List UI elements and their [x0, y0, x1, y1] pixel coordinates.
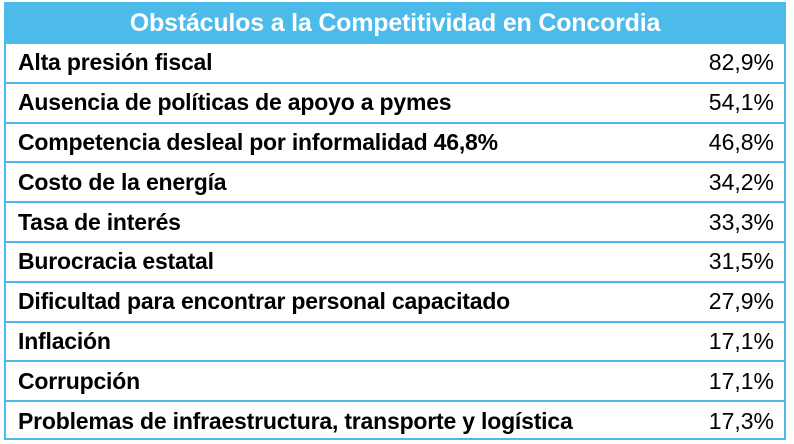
row-label: Problemas de infraestructura, transporte… — [18, 407, 573, 434]
row-value: 33,3% — [708, 208, 774, 235]
table-body: Alta presión fiscal 82,9% Ausencia de polí… — [6, 42, 784, 440]
obstacles-table: Obstáculos a la Competitividad en Concor… — [4, 2, 786, 440]
table-row: Competencia desleal por informalidad 46,… — [6, 121, 784, 162]
row-value: 82,9% — [708, 49, 774, 76]
row-value: 46,8% — [708, 128, 774, 155]
table-row: Dificultad para encontrar personal capac… — [6, 280, 784, 321]
row-label: Dificultad para encontrar personal capac… — [18, 288, 511, 315]
row-value: 17,1% — [708, 327, 774, 354]
table-row: Tasa de interés 33,3% — [6, 201, 784, 241]
row-value: 31,5% — [708, 248, 774, 275]
table-row: Alta presión fiscal 82,9% — [6, 42, 784, 82]
row-value: 34,2% — [708, 168, 774, 195]
row-label: Alta presión fiscal — [18, 49, 213, 76]
row-label: Inflación — [18, 327, 111, 354]
row-label: Costo de la energía — [18, 168, 227, 195]
row-value: 54,1% — [708, 89, 774, 116]
row-label: Burocracia estatal — [18, 248, 214, 275]
table-title: Obstáculos a la Competitividad en Concor… — [6, 4, 784, 42]
table-row: Corrupción 17,1% — [6, 360, 784, 400]
row-value: 17,1% — [708, 367, 774, 394]
table-row: Problemas de infraestructura, transporte… — [6, 400, 784, 440]
row-value: 17,3% — [708, 407, 774, 434]
row-label: Corrupción — [18, 367, 140, 394]
row-label: Ausencia de políticas de apoyo a pymes — [18, 89, 452, 116]
row-value: 27,9% — [708, 288, 774, 315]
table-row: Ausencia de políticas de apoyo a pymes 54… — [6, 81, 784, 122]
row-label: Competencia desleal por informalidad 46,… — [18, 128, 498, 155]
table-row: Costo de la energía 34,2% — [6, 161, 784, 201]
row-label: Tasa de interés — [18, 208, 181, 235]
table-row: Burocracia estatal 31,5% — [6, 240, 784, 281]
table-row: Inflación 17,1% — [6, 320, 784, 361]
